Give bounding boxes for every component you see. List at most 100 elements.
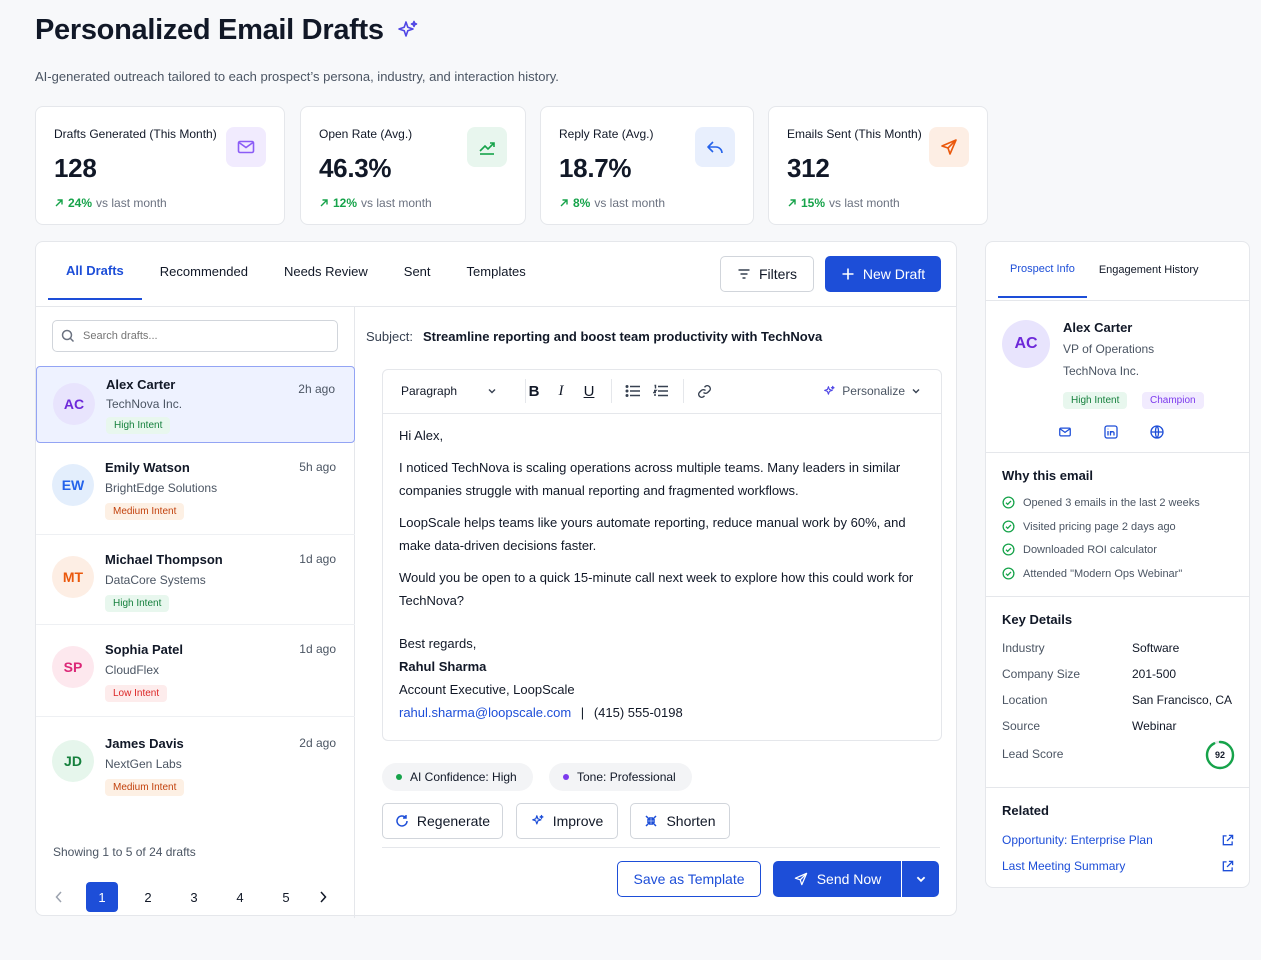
page-4[interactable]: 4 [236,889,244,905]
underline-icon[interactable]: U [583,383,595,400]
stat-delta-value: 15% [801,196,826,210]
list-item-alex-carter[interactable]: AC Alex Carter TechNova Inc. 2h ago High… [36,366,355,443]
next-page-icon[interactable] [316,882,330,912]
detail-value: Webinar [1132,719,1177,733]
page-1[interactable]: 1 [86,882,118,912]
sender-title: Account Executive, LoopScale [399,682,575,697]
page-title: Personalized Email Drafts [35,14,384,46]
mail-icon[interactable] [1058,425,1072,444]
new-draft-label: New Draft [862,266,926,282]
stat-value: 18.7% [559,153,632,183]
prospect-company: TechNova Inc. [1063,364,1140,378]
related-link-opportunity[interactable]: Opportunity: Enterprise Plan [1002,833,1234,847]
reason-text: Opened 3 emails in the last 2 weeks [1023,496,1200,509]
reason-item: Opened 3 emails in the last 2 weeks [1002,496,1200,509]
globe-icon[interactable] [1150,425,1164,444]
draft-name: Michael Thompson [105,552,223,567]
detail-label: Industry [1002,641,1045,655]
new-draft-button[interactable]: New Draft [825,256,941,292]
draft-time: 5h ago [299,460,336,474]
tab-needs-review[interactable]: Needs Review [283,263,368,279]
intent-badge: High Intent [106,417,171,434]
arrow-up-right-icon [320,199,328,207]
draft-name: Emily Watson [105,460,190,475]
intent-badge: Low Intent [105,685,168,702]
tag-high-intent: High Intent [1063,392,1128,409]
reason-text: Downloaded ROI calculator [1023,543,1157,556]
improve-button[interactable]: Improve [516,803,618,839]
save-template-label: Save as Template [633,871,745,887]
send-options-button[interactable] [902,861,939,897]
search-box[interactable] [52,320,338,352]
filters-button[interactable]: Filters [720,256,814,292]
chevron-down-icon [912,389,920,394]
save-template-button[interactable]: Save as Template [617,861,761,897]
intent-badge: Medium Intent [105,779,185,796]
italic-icon[interactable]: I [558,383,564,399]
draft-company: DataCore Systems [105,573,206,587]
send-now-button[interactable]: Send Now [773,861,901,897]
bold-icon[interactable]: B [528,383,540,400]
tab-engagement-history[interactable]: Engagement History [1098,264,1199,276]
prev-page-icon[interactable] [52,882,66,912]
draft-time: 2d ago [299,736,336,750]
send-icon [929,127,969,167]
tab-sent[interactable]: Sent [403,263,431,279]
stat-delta-text: vs last month [361,196,432,210]
reason-text: Attended "Modern Ops Webinar" [1023,567,1183,580]
arrow-up-right-icon [560,199,568,207]
draft-meta: AI Confidence: High Tone: Professional [382,763,942,791]
prospect-tabs: Prospect Info Engagement History [998,242,1211,298]
avatar: EW [52,464,94,506]
subject-line: Subject: Streamline reporting and boost … [366,329,822,344]
intent-badge: High Intent [105,595,170,612]
tab-all-drafts[interactable]: All Drafts [48,242,142,300]
draft-time: 1d ago [299,642,336,656]
sender-email-link[interactable]: rahul.sharma@loopscale.com [399,705,572,720]
shorten-button[interactable]: Shorten [630,803,730,839]
link-icon[interactable] [697,384,712,404]
stat-label: Drafts Generated (This Month) [54,127,217,141]
trend-up-icon [467,127,507,167]
personalize-button[interactable]: Personalize [823,384,921,398]
check-circle-icon [1002,543,1015,556]
regenerate-button[interactable]: Regenerate [382,803,503,839]
tab-prospect-info[interactable]: Prospect Info [998,242,1087,298]
stat-delta-text: vs last month [594,196,666,210]
sender-contact: rahul.sharma@loopscale.com | (415) 555-0… [399,701,919,724]
external-link-icon [1222,834,1234,845]
stat-delta: 15% vs last month [787,196,969,210]
list-item-james-davis[interactable]: JD James Davis NextGen Labs 2d ago Mediu… [36,717,355,811]
format-select[interactable]: Paragraph [401,384,497,398]
section-divider [986,787,1249,788]
page-subtitle: AI-generated outreach tailored to each p… [35,69,559,84]
linkedin-icon[interactable] [1104,425,1118,444]
personalize-label: Personalize [842,384,905,398]
page-5[interactable]: 5 [282,889,290,905]
reason-item: Downloaded ROI calculator [1002,543,1157,556]
email-editor[interactable]: Paragraph B I U Personalize [382,369,942,741]
tab-templates[interactable]: Templates [466,263,526,279]
email-body[interactable]: Hi Alex, I noticed TechNova is scaling o… [399,424,919,724]
list-item-michael-thompson[interactable]: MT Michael Thompson DataCore Systems 1d … [36,535,355,625]
numbered-list-icon[interactable] [652,384,669,403]
page-2[interactable]: 2 [144,889,152,905]
page-3[interactable]: 3 [190,889,198,905]
arrow-up-right-icon [788,199,796,207]
draft-time: 1d ago [299,552,336,566]
tab-recommended[interactable]: Recommended [159,263,248,279]
related-link-meeting[interactable]: Last Meeting Summary [1002,859,1234,873]
draft-name: Alex Carter [106,377,176,392]
search-icon [61,329,75,343]
bullet-list-icon[interactable] [625,384,641,403]
search-input[interactable] [83,330,323,342]
list-item-emily-watson[interactable]: EW Emily Watson BrightEdge Solutions 5h … [36,445,355,535]
list-item-sophia-patel[interactable]: SP Sophia Patel CloudFlex 1d ago Low Int… [36,625,355,717]
draft-company: TechNova Inc. [106,397,183,411]
editor-toolbar: Paragraph B I U Personalize [383,370,941,414]
detail-label: Location [1002,693,1048,707]
section-divider [986,596,1249,597]
sender-phone: (415) 555-0198 [593,705,683,720]
stat-delta-value: 8% [573,196,591,210]
avatar: SP [52,646,94,688]
